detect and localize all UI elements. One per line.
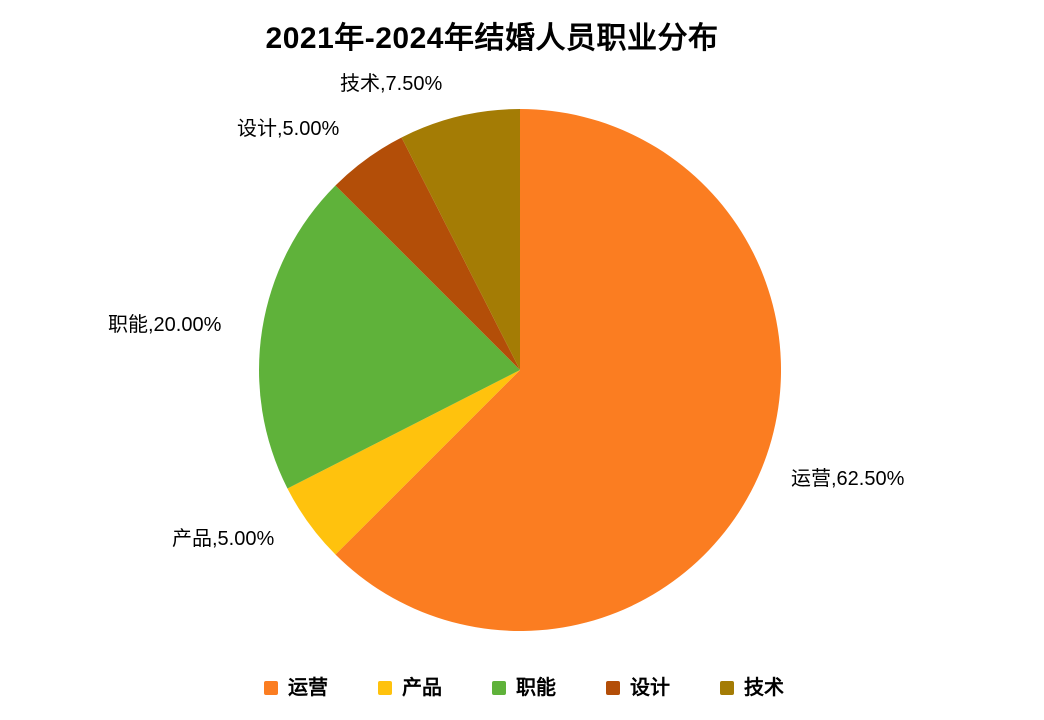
pie-chart — [259, 109, 781, 631]
legend-item-technology[interactable]: 技术 — [720, 676, 784, 700]
legend-item-functions[interactable]: 职能 — [492, 676, 556, 700]
pie-callout-technology: 技术,7.50% — [340, 73, 443, 95]
legend-label-design: 设计 — [630, 677, 670, 699]
legend-marker-technology — [720, 681, 734, 695]
pie-slice-functions[interactable] — [259, 185, 520, 489]
legend-label-functions: 职能 — [516, 677, 556, 699]
pie-callout-operations: 运营,62.50% — [791, 468, 905, 490]
pie-slice-operations[interactable] — [335, 109, 781, 631]
pie-slice-technology[interactable] — [401, 109, 520, 370]
pie-callout-design: 设计,5.00% — [237, 118, 340, 140]
legend-marker-product — [378, 681, 392, 695]
legend-item-operations[interactable]: 运营 — [264, 676, 328, 700]
legend-item-product[interactable]: 产品 — [378, 676, 442, 700]
legend-marker-design — [606, 681, 620, 695]
legend-marker-functions — [492, 681, 506, 695]
chart-title: 2021年-2024年结婚人员职业分布 — [265, 22, 719, 55]
legend-label-technology: 技术 — [744, 677, 784, 699]
pie-callout-product: 产品,5.00% — [172, 528, 275, 550]
pie-slice-design[interactable] — [335, 137, 520, 370]
legend-label-product: 产品 — [402, 677, 442, 699]
legend-item-design[interactable]: 设计 — [606, 676, 670, 700]
pie-callout-functions: 职能,20.00% — [108, 314, 222, 336]
chart-legend: 运营 产品 职能 设计 技术 — [264, 676, 784, 700]
legend-label-operations: 运营 — [288, 677, 328, 699]
pie-slice-product[interactable] — [287, 370, 520, 555]
legend-marker-operations — [264, 681, 278, 695]
